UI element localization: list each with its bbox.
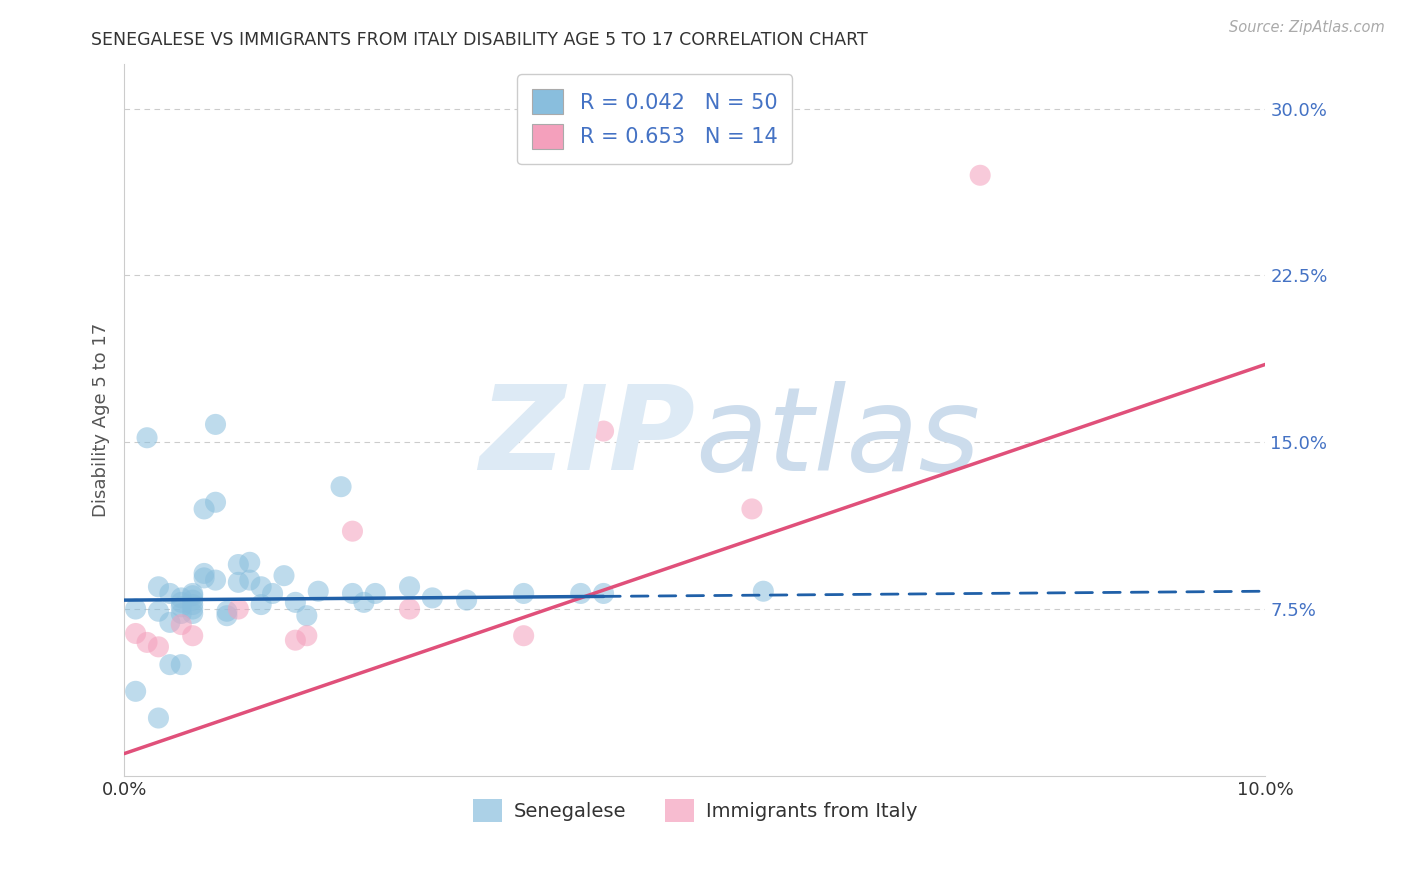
Point (250, 580, 273, 594)
Point (170, 599, 193, 614)
Point (969, 168, 991, 182)
Point (398, 580, 420, 594)
Point (204, 495, 226, 509)
Text: Source: ZipAtlas.com: Source: ZipAtlas.com (1229, 20, 1385, 35)
Point (181, 629, 204, 643)
Point (342, 524, 364, 538)
Point (193, 566, 215, 581)
Point (512, 586, 534, 600)
Point (592, 586, 614, 600)
Point (136, 635, 159, 649)
Point (181, 607, 204, 621)
Point (215, 608, 238, 623)
Point (284, 595, 307, 609)
Text: ZIP: ZIP (479, 380, 695, 495)
Point (250, 598, 273, 612)
Text: SENEGALESE VS IMMIGRANTS FROM ITALY DISABILITY AGE 5 TO 17 CORRELATION CHART: SENEGALESE VS IMMIGRANTS FROM ITALY DISA… (91, 31, 868, 49)
Point (204, 417, 226, 432)
Point (295, 629, 318, 643)
Point (262, 586, 284, 600)
Point (284, 633, 307, 648)
Point (159, 615, 181, 630)
Point (170, 617, 193, 632)
Point (170, 595, 193, 609)
Legend: Senegalese, Immigrants from Italy: Senegalese, Immigrants from Italy (465, 791, 925, 830)
Point (148, 640, 170, 654)
Point (569, 586, 592, 600)
Point (148, 711, 170, 725)
Point (228, 558, 250, 572)
Point (181, 586, 204, 600)
Point (228, 602, 250, 616)
Point (752, 584, 775, 599)
Point (124, 684, 146, 698)
Point (215, 604, 238, 618)
Point (193, 571, 215, 585)
Point (181, 589, 204, 603)
Point (364, 586, 387, 600)
Point (159, 657, 181, 672)
Point (512, 629, 534, 643)
Point (148, 580, 170, 594)
Point (170, 657, 193, 672)
Point (159, 586, 181, 600)
Point (456, 593, 478, 607)
Point (170, 607, 193, 621)
Point (148, 604, 170, 618)
Point (136, 431, 159, 445)
Point (170, 591, 193, 605)
Point (181, 598, 204, 612)
Point (741, 502, 763, 516)
Point (422, 591, 444, 605)
Text: atlas: atlas (695, 381, 980, 495)
Point (204, 573, 226, 587)
Point (181, 602, 204, 616)
Point (295, 608, 318, 623)
Point (239, 555, 262, 569)
Point (592, 424, 614, 438)
Point (342, 586, 364, 600)
Y-axis label: Disability Age 5 to 17: Disability Age 5 to 17 (93, 323, 110, 517)
Point (330, 480, 353, 494)
Point (307, 584, 329, 599)
Point (273, 568, 295, 582)
Point (124, 602, 146, 616)
Point (239, 573, 262, 587)
Point (124, 626, 146, 640)
Point (353, 595, 375, 609)
Point (181, 593, 204, 607)
Point (193, 502, 215, 516)
Point (228, 575, 250, 590)
Point (398, 602, 420, 616)
